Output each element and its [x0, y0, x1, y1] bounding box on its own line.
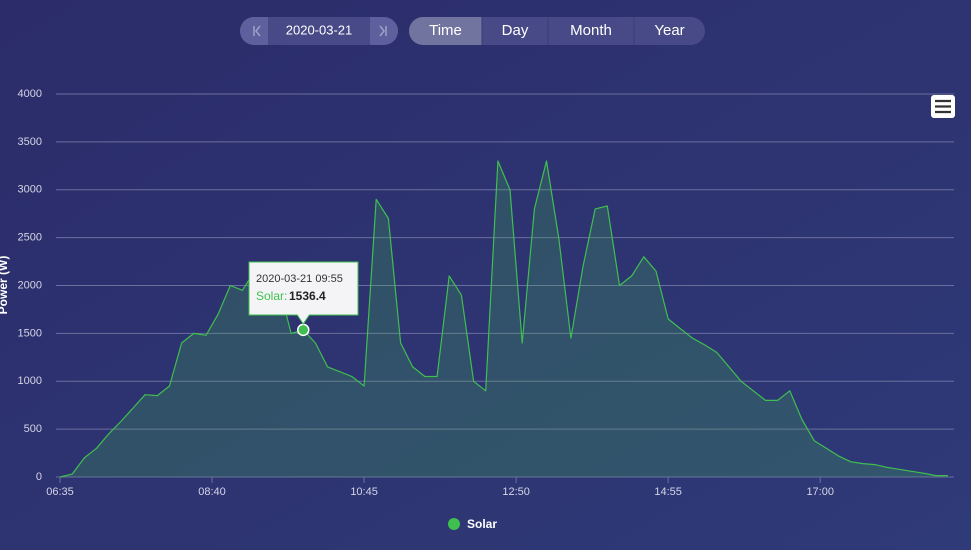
tab[interactable]: Year [654, 22, 684, 39]
next-icon [379, 25, 387, 37]
tooltip-label: Solar: [256, 289, 287, 303]
y-tick-label: 2000 [18, 279, 42, 291]
tooltip: 2020-03-21 09:55 Solar: 1536.4 [248, 261, 359, 325]
x-tick-label: 12:50 [502, 486, 530, 498]
y-tick-label: 0 [36, 471, 42, 483]
menu-icon [935, 99, 951, 114]
tab[interactable]: Month [570, 22, 612, 39]
date-box [240, 17, 398, 45]
y-tick-label: 3500 [18, 136, 42, 148]
y-axis-label: Power (W) [0, 256, 10, 315]
x-tick-label: 06:35 [46, 486, 74, 498]
x-tick-label: 17:00 [806, 486, 834, 498]
x-tick-label: 08:40 [198, 486, 226, 498]
menu-button[interactable] [931, 95, 955, 118]
legend-marker [448, 518, 460, 530]
tooltip-box [248, 261, 359, 325]
legend-label[interactable]: Solar [467, 517, 497, 531]
tooltip-value: 1536.4 [289, 289, 326, 303]
tabs: Time Day Month Year [409, 17, 705, 45]
hover-point [297, 323, 310, 337]
y-tick-label: 3000 [18, 184, 42, 196]
x-tick-label: 10:45 [350, 486, 378, 498]
tab[interactable]: Day [502, 22, 529, 39]
tab-active [409, 17, 482, 45]
date-picker: 2020-03-21 [240, 17, 398, 45]
tooltip-title: 2020-03-21 09:55 [256, 273, 343, 285]
y-tick-label: 500 [24, 423, 42, 435]
date-text[interactable]: 2020-03-21 [286, 22, 353, 37]
tab[interactable]: Time [429, 22, 462, 39]
area [60, 161, 948, 477]
line [59, 160, 948, 478]
prev-icon [253, 25, 261, 37]
tabs-box [409, 17, 705, 45]
y-tick-label: 2500 [18, 232, 42, 244]
x-tick-label: 14:55 [654, 486, 682, 498]
y-tick-label: 4000 [18, 88, 42, 100]
y-tick-label: 1500 [18, 327, 42, 339]
y-tick-label: 1000 [18, 375, 42, 387]
